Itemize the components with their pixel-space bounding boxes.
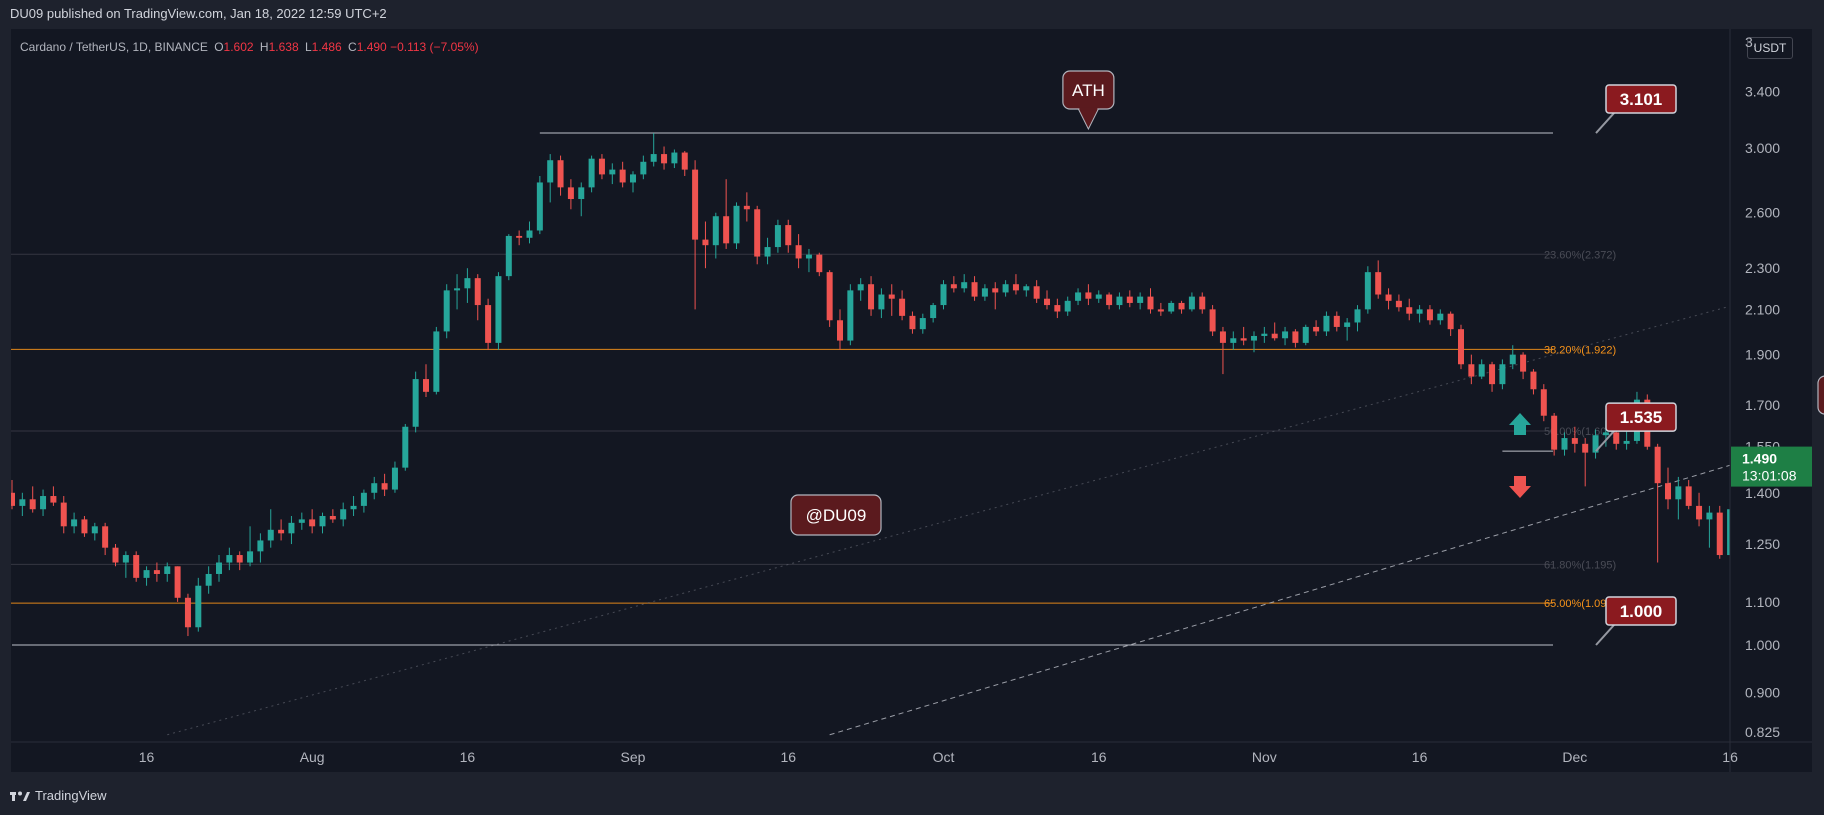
high-value: 1.638 xyxy=(268,40,299,54)
footer-brand: TradingView xyxy=(35,788,107,803)
currency-badge[interactable]: USDT xyxy=(1747,37,1793,59)
symbol-info: Cardano / TetherUS, 1D, BINANCE O1.602 H… xyxy=(20,40,479,54)
open-label: O xyxy=(214,40,224,54)
callout-box-1 xyxy=(1817,375,1824,415)
symbol-name: Cardano / TetherUS, 1D, BINANCE xyxy=(20,40,208,54)
close-label: C xyxy=(348,40,357,54)
tradingview-logo[interactable]: TradingView xyxy=(10,788,107,803)
low-label: L xyxy=(304,40,312,54)
chart-frame[interactable] xyxy=(11,29,1812,772)
change-value: −0.113 (−7.05%) xyxy=(390,40,479,54)
low-value: 1.486 xyxy=(311,40,342,54)
candle-body-175 xyxy=(1820,483,1824,519)
publisher-line: DU09 published on TradingView.com, Jan 1… xyxy=(10,6,387,21)
close-value: 1.490 xyxy=(356,40,387,54)
open-value: 1.602 xyxy=(223,40,254,54)
tradingview-logo-icon xyxy=(10,791,30,801)
high-label: H xyxy=(259,40,269,54)
